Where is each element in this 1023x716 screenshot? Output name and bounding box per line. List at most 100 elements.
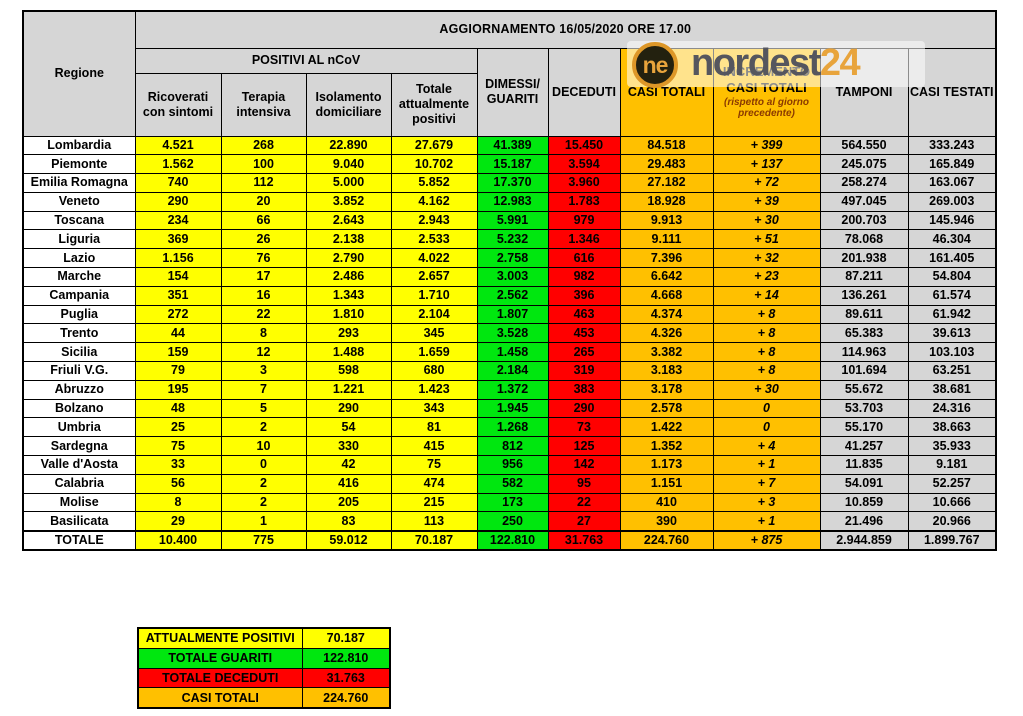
ricoverati-con-sintomi-cell: 75 (134, 436, 222, 457)
incremento-cell: + 1 (712, 455, 821, 475)
tamponi-cell: 114.963 (819, 342, 909, 363)
deceduti-cell: 383 (547, 379, 621, 400)
tamponi-cell: 201.938 (819, 248, 909, 269)
summary-label: CASI TOTALI (137, 687, 303, 709)
deceduti-cell: 1.346 (547, 229, 621, 250)
terapia-intensiva-cell: 112 (220, 173, 307, 193)
casi-totali-cell: 1.422 (619, 417, 714, 438)
casi-testati-cell: 161.405 (907, 248, 997, 269)
casi-totali-cell: 2.578 (619, 398, 714, 419)
isolamento-domiciliare-cell: 290 (305, 398, 392, 419)
tamponi-cell: 89.611 (819, 304, 909, 325)
summary-label: TOTALE GUARITI (137, 647, 303, 669)
incremento-cell: + 30 (712, 379, 821, 400)
incremento-cell: + 8 (712, 304, 821, 325)
incremento-header-note: (rispetto al giorno precedente) (724, 96, 809, 120)
deceduti-cell: 3.960 (547, 173, 621, 193)
terapia-intensiva-cell: 10 (220, 436, 307, 457)
incremento-cell: + 4 (712, 436, 821, 457)
summary-label: ATTUALMENTE POSITIVI (137, 627, 303, 649)
ricoverati-con-sintomi-cell: 369 (134, 229, 222, 250)
casi-totali-cell: 84.518 (619, 135, 714, 156)
terapia-intensiva-cell: 775 (220, 529, 307, 551)
tamponi-cell: 78.068 (819, 229, 909, 250)
covid-region-table: Regione AGGIORNAMENTO 16/05/2020 ORE 17.… (22, 10, 997, 551)
region-row: Sicilia 159 12 1.488 1.659 1.458 265 3.382 + 8 11… (22, 342, 997, 363)
region-cell: Veneto (22, 191, 136, 212)
casi-testati-cell: 38.663 (907, 417, 997, 438)
casi-testati-cell: 9.181 (907, 455, 997, 475)
casi-testati-cell: 61.942 (907, 304, 997, 325)
terapia-intensiva-cell: 1 (220, 511, 307, 532)
terapia-intensiva-cell: 20 (220, 191, 307, 212)
summary-label: TOTALE DECEDUTI (137, 667, 303, 689)
totale-attualmente-positivi-cell: 4.022 (390, 248, 478, 269)
dimessi-guariti-cell: 3.528 (476, 323, 549, 344)
terapia-intensiva-cell: 26 (220, 229, 307, 250)
deceduti-cell: 125 (547, 436, 621, 457)
region-cell: Puglia (22, 304, 136, 325)
isolamento-domiciliare-cell: 1.221 (305, 379, 392, 400)
incremento-cell: + 137 (712, 154, 821, 175)
incremento-cell: + 39 (712, 191, 821, 212)
dimessi-guariti-cell: 250 (476, 511, 549, 532)
deceduti-cell: 396 (547, 285, 621, 306)
casi-totali-cell: 9.111 (619, 229, 714, 250)
region-cell: Calabria (22, 473, 136, 494)
deceduti-cell: 979 (547, 210, 621, 231)
dimessi-guariti-cell: 2.562 (476, 285, 549, 306)
isolamento-domiciliare-cell: 22.890 (305, 135, 392, 156)
casi-testati-cell: 145.946 (907, 210, 997, 231)
casi-testati-cell: 35.933 (907, 436, 997, 457)
tamponi-cell: 53.703 (819, 398, 909, 419)
totale-attualmente-positivi-cell: 5.852 (390, 173, 478, 193)
summary-value: 224.760 (301, 687, 391, 709)
ricoverati-con-sintomi-cell: 56 (134, 473, 222, 494)
ricoverati-con-sintomi-cell: 195 (134, 379, 222, 400)
deceduti-cell: 453 (547, 323, 621, 344)
isolamento-domiciliare-cell: 54 (305, 417, 392, 438)
tamponi-cell: 54.091 (819, 473, 909, 494)
tamponi-cell: 136.261 (819, 285, 909, 306)
terapia-intensiva-cell: 5 (220, 398, 307, 419)
sub-header-row: Ricoverati con sintomi Terapia intensiva… (23, 72, 996, 137)
incremento-cell: 0 (712, 417, 821, 438)
casi-totali-cell: 224.760 (619, 529, 714, 551)
incremento-cell: + 3 (712, 492, 821, 513)
deceduti-cell: 73 (547, 417, 621, 438)
deceduti-cell: 22 (547, 492, 621, 513)
tamponi-cell: 101.694 (819, 361, 909, 381)
casi-testati-cell: 24.316 (907, 398, 997, 419)
deceduti-cell: 290 (547, 398, 621, 419)
isolamento-domiciliare-cell: 2.138 (305, 229, 392, 250)
summary-value: 70.187 (301, 627, 391, 649)
incremento-cell: + 72 (712, 173, 821, 193)
ricoverati-con-sintomi-cell: 33 (134, 455, 222, 475)
totale-attualmente-positivi-cell: 75 (390, 455, 478, 475)
ricoverati-con-sintomi-cell: 29 (134, 511, 222, 532)
region-cell: Lombardia (22, 135, 136, 156)
isolamento-domiciliare-cell: 2.790 (305, 248, 392, 269)
ricoverati-con-sintomi-cell: 159 (134, 342, 222, 363)
region-row: Sardegna 75 10 330 415 812 125 1.352 + 4 41.257 35… (22, 436, 997, 457)
tamponi-cell: 245.075 (819, 154, 909, 175)
totals-row: TOTALE 10.400 775 59.012 70.187 122.810 31.763… (22, 529, 997, 551)
totale-attualmente-positivi-cell: 70.187 (390, 529, 478, 551)
casi-testati-cell: 20.966 (907, 511, 997, 532)
region-cell: Lazio (22, 248, 136, 269)
dimessi-guariti-cell: 5.232 (476, 229, 549, 250)
region-row: Piemonte 1.562 100 9.040 10.702 15.187 3.594 29… (22, 154, 997, 175)
casi-testati-cell: 165.849 (907, 154, 997, 175)
region-cell: Molise (22, 492, 136, 513)
dimessi-guariti-header: DIMESSI/ GUARITI (476, 47, 549, 137)
region-row: Trento 44 8 293 345 3.528 453 4.326 + 8 65.383 39.… (22, 323, 997, 344)
region-cell: Friuli V.G. (22, 361, 136, 381)
region-row: Lombardia 4.521 268 22.890 27.679 41.389 15.45… (22, 135, 997, 156)
tamponi-cell: 564.550 (819, 135, 909, 156)
terapia-intensiva-cell: 76 (220, 248, 307, 269)
totale-attualmente-positivi-cell: 680 (390, 361, 478, 381)
casi-testati-cell: 52.257 (907, 473, 997, 494)
dimessi-guariti-cell: 41.389 (476, 135, 549, 156)
casi-testati-cell: 61.574 (907, 285, 997, 306)
casi-totali-cell: 3.178 (619, 379, 714, 400)
